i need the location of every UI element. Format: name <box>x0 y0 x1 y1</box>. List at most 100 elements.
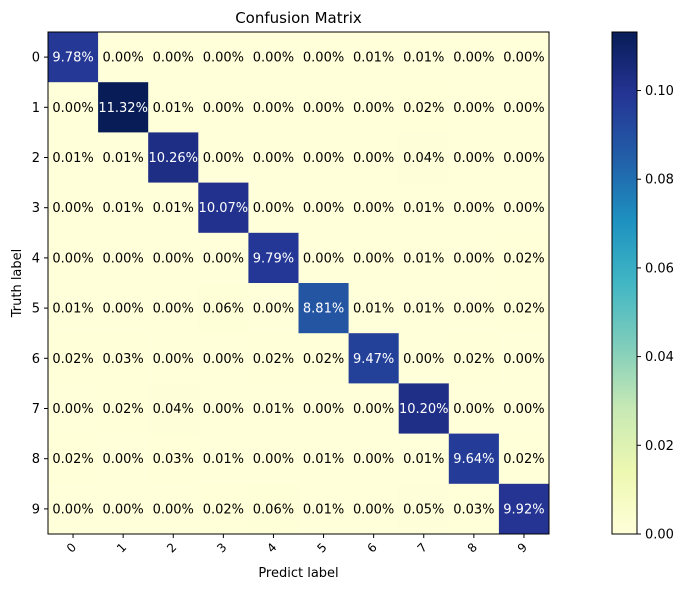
colorbar-tick-label: 0.08 <box>645 173 674 188</box>
heatmap-cell <box>298 333 349 384</box>
heatmap-cell <box>98 32 149 83</box>
heatmap-cell <box>398 82 450 133</box>
cell-value-label: 0.00% <box>203 51 244 66</box>
heatmap-cell <box>148 433 199 485</box>
heatmap-cell <box>198 433 249 485</box>
heatmap-cell <box>198 483 249 535</box>
heatmap-cell <box>298 383 349 434</box>
heatmap-cell <box>298 32 349 83</box>
x-tick-label: 3 <box>214 540 229 555</box>
heatmap-cell <box>348 283 399 334</box>
colorbar-tick-label: 0.02 <box>645 439 674 454</box>
y-tick-label: 9 <box>32 502 40 517</box>
heatmap-cell <box>98 383 149 434</box>
cell-value-label: 9.47% <box>353 352 394 367</box>
heatmap-cell <box>48 132 99 183</box>
cell-value-label: 0.04% <box>153 402 194 417</box>
cell-value-label: 0.01% <box>303 452 344 467</box>
cell-value-label: 0.06% <box>253 502 294 517</box>
heatmap-cell <box>148 283 199 334</box>
cell-value-label: 0.00% <box>203 251 244 266</box>
heatmap-cell <box>348 383 399 434</box>
heatmap-cell <box>148 383 199 434</box>
heatmap-cell <box>48 383 99 434</box>
heatmap-cell <box>348 32 399 83</box>
cell-value-label: 0.02% <box>503 452 544 467</box>
heatmap-cell <box>98 132 149 183</box>
heatmap-cell <box>348 82 399 133</box>
cell-value-label: 0.00% <box>153 352 194 367</box>
cell-value-label: 0.01% <box>153 201 194 216</box>
cell-value-label: 0.00% <box>52 251 93 266</box>
cell-value-label: 0.00% <box>353 251 394 266</box>
heatmap-cell <box>198 182 249 234</box>
cell-value-label: 0.02% <box>503 251 544 266</box>
y-tick-label: 6 <box>32 352 40 367</box>
cell-value-label: 0.02% <box>453 352 494 367</box>
cell-value-label: 0.00% <box>303 101 344 116</box>
y-tick-label: 0 <box>32 51 40 66</box>
cell-value-label: 0.00% <box>503 352 544 367</box>
heatmap-cell <box>298 283 349 334</box>
y-tick-label: 8 <box>32 452 40 467</box>
cell-value-label: 0.01% <box>52 151 93 166</box>
cell-value-label: 0.00% <box>102 51 143 66</box>
heatmap-cell <box>198 333 249 384</box>
cell-value-label: 0.02% <box>403 101 444 116</box>
heatmap-cell <box>498 433 550 485</box>
heatmap-cell <box>148 32 199 83</box>
cell-value-label: 0.00% <box>353 452 394 467</box>
cell-value-label: 0.00% <box>453 302 494 317</box>
heatmap-cell <box>298 433 349 485</box>
heatmap-cell <box>248 132 299 183</box>
heatmap-cell <box>348 182 399 234</box>
cell-value-label: 0.00% <box>203 151 244 166</box>
cell-value-label: 0.02% <box>52 352 93 367</box>
heatmap-cell <box>348 333 399 384</box>
heatmap-cell <box>198 32 249 83</box>
colorbar <box>612 32 637 534</box>
cell-value-label: 0.05% <box>403 502 444 517</box>
cell-value-label: 0.00% <box>353 402 394 417</box>
cell-value-label: 0.00% <box>453 51 494 66</box>
cell-value-label: 0.00% <box>503 101 544 116</box>
heatmap-cell <box>498 82 550 133</box>
heatmap-cell <box>48 333 99 384</box>
x-tick-label: 6 <box>364 540 379 555</box>
heatmap-cell <box>498 232 550 284</box>
cell-value-label: 0.02% <box>503 302 544 317</box>
cell-value-label: 0.02% <box>52 452 93 467</box>
cell-value-label: 8.81% <box>303 302 344 317</box>
heatmap-cell <box>98 483 149 535</box>
plot-frame <box>47 31 550 535</box>
heatmap-cell <box>448 132 500 183</box>
heatmap-cell <box>298 483 349 535</box>
cell-value-label: 0.02% <box>253 352 294 367</box>
colorbar-tick-label: 0.00 <box>645 528 674 543</box>
heatmap-cell <box>98 433 149 485</box>
cell-value-label: 0.00% <box>303 201 344 216</box>
cell-value-label: 10.07% <box>199 201 249 216</box>
cell-value-label: 0.00% <box>303 151 344 166</box>
cell-value-label: 9.78% <box>52 51 93 66</box>
cell-value-label: 0.00% <box>52 101 93 116</box>
cell-value-label: 0.02% <box>203 502 244 517</box>
x-tick-label: 2 <box>164 540 179 555</box>
x-axis-ticks: 0 1 2 3 4 5 6 7 8 9 <box>64 534 530 556</box>
y-tick-label: 5 <box>32 302 40 317</box>
cell-value-label: 0.00% <box>303 251 344 266</box>
cell-value-label: 0.01% <box>153 101 194 116</box>
cell-value-label: 0.01% <box>102 151 143 166</box>
cell-value-label: 0.01% <box>403 51 444 66</box>
cell-value-label: 0.01% <box>102 201 143 216</box>
cell-value-label: 9.64% <box>453 452 494 467</box>
heatmap-cell <box>398 283 450 334</box>
heatmap-cell <box>248 483 299 535</box>
cell-value-label: 0.00% <box>353 151 394 166</box>
heatmap-cell <box>448 333 500 384</box>
x-tick-label: 4 <box>264 540 279 555</box>
cell-value-label: 0.00% <box>453 251 494 266</box>
heatmap-cell <box>348 483 399 535</box>
cell-value-label: 0.00% <box>153 51 194 66</box>
